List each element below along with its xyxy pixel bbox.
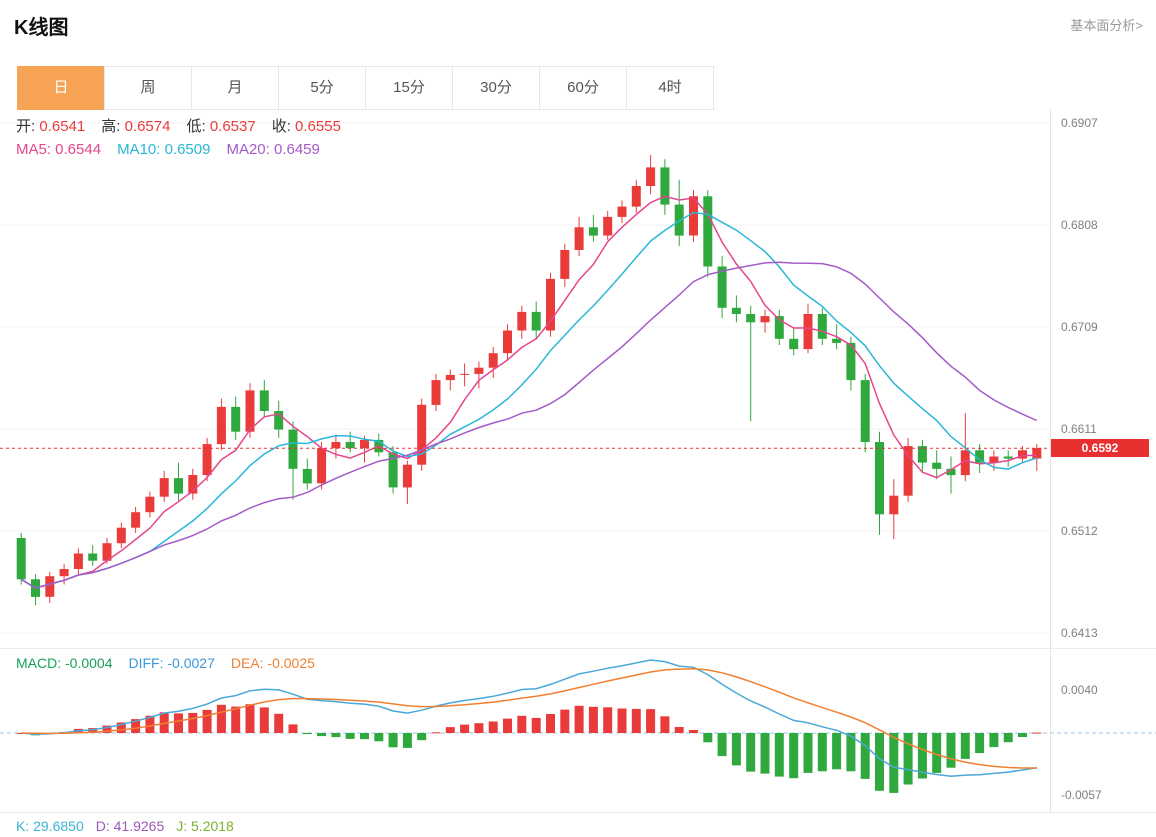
price-axis-label: 0.6413 xyxy=(1061,626,1098,640)
macd-chart-canvas[interactable] xyxy=(0,648,1156,812)
price-axis-label: 0.6611 xyxy=(1061,422,1097,436)
page-title: K线图 xyxy=(14,17,69,39)
price-axis-label: 0.6709 xyxy=(1061,320,1098,334)
kdj-item: D: 41.9265 xyxy=(95,818,165,834)
macd-axis-label: 0.0040 xyxy=(1061,683,1098,697)
price-axis-label: 0.6808 xyxy=(1061,218,1098,232)
ma-item: MA10: 0.6509 xyxy=(117,141,211,158)
ohlc-item: 低: 0.6537 xyxy=(186,118,256,135)
ohlc-item: 高: 0.6574 xyxy=(101,118,171,135)
ohlc-item: 收: 0.6555 xyxy=(271,118,341,135)
fundamental-analysis-link[interactable]: 基本面分析> xyxy=(1070,18,1143,33)
price-axis-label: 0.6907 xyxy=(1061,116,1098,130)
tab-30分[interactable]: 30分 xyxy=(452,66,540,110)
tab-5分[interactable]: 5分 xyxy=(278,66,366,110)
panel-separator-line xyxy=(0,648,1156,649)
macd-item: MACD: -0.0004 xyxy=(16,655,113,671)
ma-legend: MA5: 0.6544 MA10: 0.6509 MA20: 0.6459 xyxy=(16,141,336,158)
kdj-bar: K: 29.6850 D: 41.9265 J: 5.2018 xyxy=(0,812,1156,837)
ohlc-legend: 开: 0.6541 高: 0.6574 低: 0.6537 收: 0.6555 xyxy=(16,115,357,136)
tab-周[interactable]: 周 xyxy=(104,66,192,110)
chart-area: 开: 0.6541 高: 0.6574 低: 0.6537 收: 0.6555 MA5… xyxy=(0,110,1156,837)
tab-60分[interactable]: 60分 xyxy=(539,66,627,110)
macd-item: DEA: -0.0025 xyxy=(230,655,315,671)
price-axis-label: 0.6512 xyxy=(1061,524,1098,538)
tab-日[interactable]: 日 xyxy=(17,66,105,110)
tab-4时[interactable]: 4时 xyxy=(626,66,714,110)
ma-item: MA5: 0.6544 xyxy=(16,141,102,158)
macd-item: DIFF: -0.0027 xyxy=(128,655,215,671)
kdj-item: J: 5.2018 xyxy=(176,818,234,834)
tab-月[interactable]: 月 xyxy=(191,66,279,110)
macd-legend: MACD: -0.0004 DIFF: -0.0027 DEA: -0.0025 xyxy=(16,655,331,671)
price-tag: 0.6592 xyxy=(1051,439,1149,457)
tab-15分[interactable]: 15分 xyxy=(365,66,453,110)
macd-axis-label: -0.0057 xyxy=(1061,788,1102,802)
price-axis-separator-line xyxy=(1050,110,1051,812)
ohlc-item: 开: 0.6541 xyxy=(16,118,86,135)
ma-item: MA20: 0.6459 xyxy=(226,141,320,158)
candlestick-chart-canvas[interactable] xyxy=(0,110,1156,648)
kdj-item: K: 29.6850 xyxy=(16,818,84,834)
timeframe-tabs: 日周月 5分 15分 30分 60分 4时 xyxy=(17,66,714,110)
